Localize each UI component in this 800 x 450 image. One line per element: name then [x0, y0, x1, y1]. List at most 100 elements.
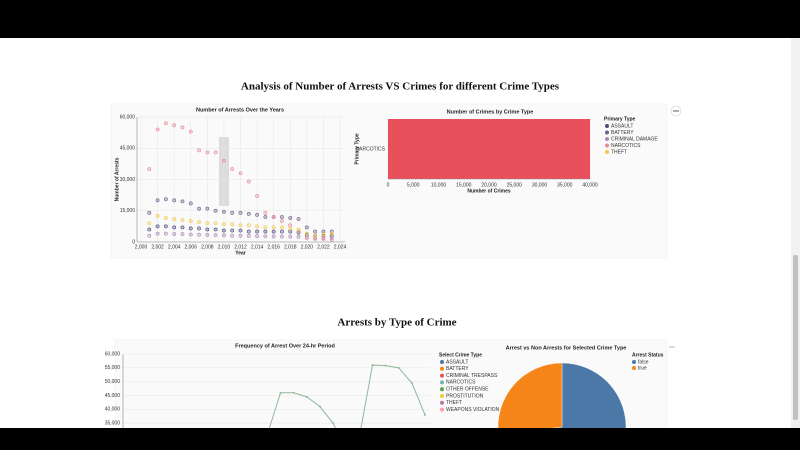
scatter-point — [263, 229, 268, 234]
legend-item[interactable]: WEAPONS VIOLATION — [440, 407, 500, 413]
x-tick-label: 25,000 — [507, 182, 523, 188]
menu-button[interactable] — [669, 346, 675, 348]
line — [249, 364, 426, 450]
scatter-point — [188, 226, 193, 231]
x-tick-label: 2,000 — [135, 244, 148, 250]
legend-symbol[interactable] — [440, 366, 444, 371]
scatter-point — [197, 206, 201, 211]
scatter-point — [188, 232, 193, 237]
legend-symbol[interactable] — [440, 394, 444, 398]
scatter-point — [246, 179, 251, 184]
chart-title: Frequency of Arrest Over 24-hr Period — [235, 343, 335, 349]
legend-symbol — [605, 130, 609, 135]
scatter-point — [288, 216, 293, 220]
y-tick-label: 30,000 — [120, 177, 136, 183]
legend-symbol — [605, 137, 609, 141]
scatter-point — [255, 229, 259, 234]
scatter-point — [238, 210, 243, 215]
line-point — [292, 391, 295, 394]
scatter-point — [246, 229, 251, 234]
scatter-point — [246, 223, 251, 228]
y-tick-label: 55,000 — [105, 365, 121, 371]
x-tick-label: 35,000 — [557, 182, 573, 188]
scatter-point — [155, 198, 160, 203]
y-tick-label: 35,000 — [105, 420, 121, 426]
scatter-point — [147, 167, 152, 171]
scatter-point — [255, 224, 259, 229]
legend-symbol[interactable] — [440, 360, 444, 364]
scrollbar-track — [791, 38, 800, 428]
scatter-point — [155, 214, 160, 218]
menu-button[interactable] — [670, 105, 682, 117]
legend-symbol[interactable] — [440, 373, 444, 378]
scatter-point — [197, 226, 201, 231]
legend-symbol[interactable] — [440, 387, 444, 392]
legend-item[interactable]: ASSAULT — [440, 359, 468, 365]
x-tick-label: 2,022 — [317, 244, 330, 250]
scatter-point — [163, 216, 168, 220]
legend-item[interactable]: THEFT — [440, 400, 462, 406]
legend-symbol[interactable] — [440, 400, 444, 405]
legend-label[interactable]: CRIMINAL TRESPASS — [446, 373, 498, 379]
legend-label[interactable]: WEAPONS VIOLATION — [446, 407, 500, 413]
scatter-point — [147, 227, 152, 232]
scatter-point — [188, 201, 193, 206]
scatter-point — [238, 171, 243, 176]
scatter-point — [255, 234, 259, 239]
line-point — [410, 382, 413, 385]
scatter-point — [288, 234, 293, 239]
x-tick-label: 2,020 — [301, 244, 314, 250]
legend-title: Select Crime Type — [439, 352, 482, 358]
x-tick-label: 15,000 — [456, 182, 472, 188]
scatter-point — [172, 198, 177, 203]
legend-label[interactable]: OTHER OFFENSE — [446, 387, 489, 393]
legend-item[interactable]: CRIMINAL TRESPASS — [440, 373, 498, 379]
line-point — [371, 364, 374, 367]
scatter-point — [304, 231, 309, 236]
scatter-point — [313, 229, 318, 234]
legend-label[interactable]: PROSTITUTION — [446, 393, 484, 399]
scatter-point — [313, 233, 318, 238]
legend-item[interactable]: OTHER OFFENSE — [440, 387, 489, 393]
legend-symbol — [605, 143, 609, 148]
legend-item[interactable]: PROSTITUTION — [440, 393, 484, 399]
legend-symbol[interactable] — [440, 380, 444, 385]
scatter-point — [304, 235, 309, 240]
legend-label[interactable]: NARCOTICS — [446, 380, 476, 386]
scatter-point — [280, 219, 284, 224]
scatter-point — [230, 228, 235, 233]
legend-label[interactable]: ASSAULT — [446, 359, 468, 365]
x-tick-label: 5,000 — [407, 182, 420, 188]
scatter-point — [313, 236, 318, 241]
chart-title: Number of Arrests Over the Years — [196, 107, 284, 113]
x-axis-title: Number of Crimes — [467, 188, 511, 194]
x-tick-label: 2,018 — [284, 244, 297, 250]
x-tick-label: 0 — [387, 182, 390, 188]
scatter-point — [205, 227, 210, 232]
y-tick-label: 60,000 — [105, 351, 121, 357]
legend-item[interactable]: NARCOTICS — [440, 380, 476, 386]
x-tick-label: 30,000 — [532, 182, 548, 188]
x-tick-label: 10,000 — [431, 182, 447, 188]
legend-item[interactable]: BATTERY — [440, 366, 469, 372]
scatter-point — [213, 227, 218, 232]
y-tick-label: 15,000 — [120, 208, 136, 214]
scatter-point — [271, 225, 276, 230]
scatter-point — [321, 229, 326, 234]
scatter-point — [230, 210, 235, 215]
scatter-point — [188, 129, 193, 134]
scatter-point — [329, 231, 334, 236]
line-point — [279, 391, 282, 394]
scrollbar-thumb[interactable] — [793, 255, 798, 420]
legend-label[interactable]: BATTERY — [446, 366, 469, 372]
legend-label[interactable]: THEFT — [446, 400, 462, 406]
scatter-point — [280, 229, 284, 234]
x-tick-label: 40,000 — [582, 182, 598, 188]
scatter-point — [155, 224, 160, 229]
legend-symbol[interactable] — [440, 407, 444, 412]
scatter-point — [180, 232, 185, 236]
scatter-point — [147, 221, 152, 226]
scatter-point — [230, 222, 235, 227]
scatter-point — [296, 227, 301, 232]
